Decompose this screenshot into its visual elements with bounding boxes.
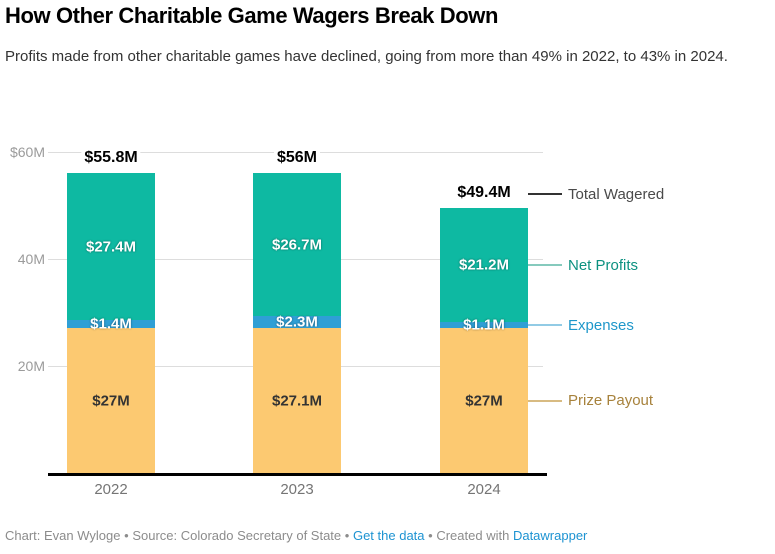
segment-value-label: $1.4M xyxy=(90,315,132,333)
annotation-label: Total Wagered xyxy=(568,185,665,203)
y-axis-tick-60m: $60M xyxy=(9,144,45,160)
annotation-expenses: Expenses xyxy=(528,315,634,335)
bar-segment-net-profits[interactable]: $27.4M xyxy=(67,173,155,320)
annotation-total-wagered: Total Wagered xyxy=(528,184,664,204)
bar-segment-prize-payout[interactable]: $27M xyxy=(67,328,155,473)
footer-separator: • xyxy=(344,528,350,543)
annotation-label: Expenses xyxy=(568,316,634,334)
footer-credit: Chart: Evan Wyloge xyxy=(5,528,121,543)
stacked-bar-2022: $27M $1.4M $27.4M xyxy=(67,0,155,473)
annotation-net-profits: Net Profits xyxy=(528,255,638,275)
x-axis-tick-2024: 2024 xyxy=(467,481,501,498)
x-axis-tick-2022: 2022 xyxy=(94,481,128,498)
stacked-bar-2024: $27M $1.1M $21.2M xyxy=(440,0,528,473)
bar-segment-expenses[interactable]: $1.4M xyxy=(67,316,155,333)
chart-subtitle: Profits made from other charitable games… xyxy=(5,48,728,65)
get-the-data-link[interactable]: Get the data xyxy=(352,528,425,543)
y-axis-tick-40m: 40M xyxy=(17,251,45,267)
x-axis-tick-2023: 2023 xyxy=(280,481,314,498)
bar-segment-net-profits[interactable]: $26.7M xyxy=(253,173,341,316)
annotation-connector-line xyxy=(528,193,562,195)
segment-value-label: $27M xyxy=(92,392,130,409)
page-title: How Other Charitable Game Wagers Break D… xyxy=(5,3,499,28)
segment-value-label: $27.4M xyxy=(85,238,137,255)
annotation-connector-line xyxy=(528,399,562,402)
total-label-2024: $49.4M xyxy=(454,184,514,202)
datawrapper-link[interactable]: Datawrapper xyxy=(512,528,588,543)
total-label-2023: $56M xyxy=(273,149,321,167)
x-axis-baseline xyxy=(48,473,547,476)
bar-segment-prize-payout[interactable]: $27.1M xyxy=(253,328,341,473)
footer-created-with: Created with xyxy=(436,528,510,543)
bar-segment-expenses[interactable]: $2.3M xyxy=(253,313,341,331)
stacked-bar-2023: $27.1M $2.3M $26.7M xyxy=(253,0,341,473)
bar-segment-net-profits[interactable]: $21.2M xyxy=(440,208,528,322)
segment-value-label: $2.3M xyxy=(276,313,318,331)
bar-segment-prize-payout[interactable]: $27M xyxy=(440,328,528,473)
y-axis-tick-20m: 20M xyxy=(17,358,45,374)
footer-separator: • xyxy=(428,528,433,543)
annotation-connector-line xyxy=(528,324,562,326)
footer-attribution: Chart: Evan Wyloge • Source: Colorado Se… xyxy=(5,528,587,543)
annotation-prize-payout: Prize Payout xyxy=(528,391,653,411)
segment-value-label: $27M xyxy=(465,392,503,409)
bar-segment-expenses[interactable]: $1.1M xyxy=(440,317,528,334)
segment-value-label: $21.2M xyxy=(458,256,510,274)
segment-value-label: $26.7M xyxy=(271,236,323,253)
footer-source: Source: Colorado Secretary of State xyxy=(132,528,342,543)
annotation-label: Prize Payout xyxy=(568,392,654,409)
total-label-2022: $55.8M xyxy=(81,149,141,167)
segment-value-label: $1.1M xyxy=(463,316,505,334)
annotation-label: Net Profits xyxy=(568,256,639,274)
annotation-connector-line xyxy=(528,264,562,266)
footer-separator: • xyxy=(124,528,129,543)
segment-value-label: $27.1M xyxy=(271,392,323,409)
